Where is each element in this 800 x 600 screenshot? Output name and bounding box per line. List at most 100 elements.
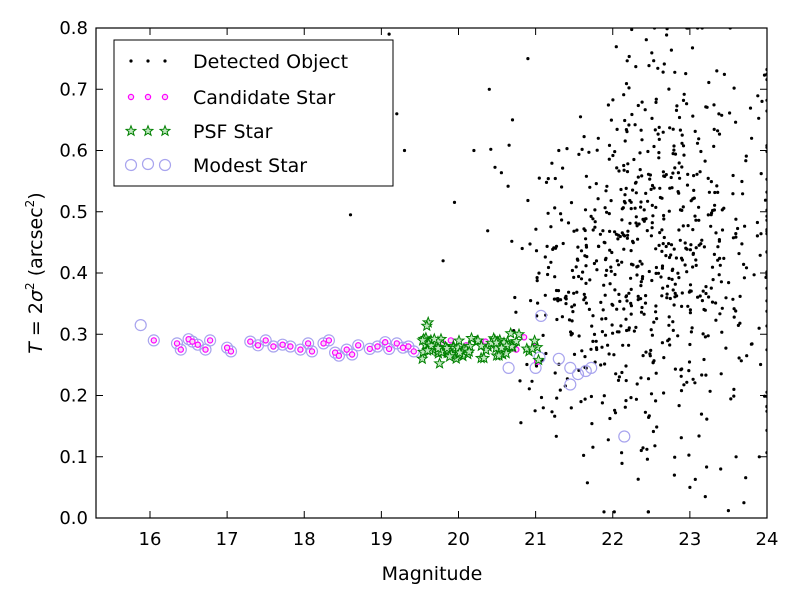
- detected-object-point: [546, 177, 550, 181]
- detected-object-point: [673, 291, 677, 295]
- detected-object-point: [566, 221, 571, 225]
- detected-object-point: [738, 321, 742, 325]
- detected-object-point: [634, 191, 638, 195]
- detected-object-point: [678, 208, 683, 212]
- detected-object-point: [666, 339, 670, 343]
- detected-object-point: [660, 228, 664, 232]
- detected-object-point: [510, 239, 514, 243]
- detected-object-point: [629, 200, 633, 204]
- detected-object-point: [759, 172, 763, 176]
- modest-star-point: [534, 309, 548, 322]
- detected-object-point: [734, 232, 738, 236]
- detected-object-point: [688, 311, 693, 315]
- modest-star-point: [305, 345, 319, 358]
- modest-star-point: [346, 348, 359, 361]
- psf-star-point: [510, 334, 523, 347]
- detected-object-point: [617, 169, 621, 173]
- detected-object-point: [588, 185, 592, 189]
- detected-object-point: [656, 271, 661, 275]
- detected-object-point: [685, 270, 689, 274]
- detected-object-point: [724, 296, 728, 300]
- detected-object-point: [589, 394, 594, 399]
- detected-object-point: [759, 232, 763, 236]
- detected-object-point: [627, 54, 631, 59]
- psf-star-point: [433, 356, 446, 369]
- detected-object-point: [654, 265, 659, 270]
- candidate-star-point: [410, 348, 417, 355]
- detected-object-point: [644, 350, 648, 354]
- x-tick-label: 21: [524, 529, 547, 550]
- detected-object-point: [607, 143, 612, 147]
- detected-object-point: [603, 293, 607, 297]
- detected-object-point: [596, 197, 600, 201]
- detected-object-point: [640, 138, 644, 142]
- legend-marker-psf-star: [141, 124, 155, 137]
- modest-star-point: [134, 319, 147, 332]
- detected-object-point: [687, 453, 691, 457]
- candidate-star-point: [382, 339, 389, 346]
- detected-object-point: [680, 165, 684, 169]
- detected-object-point: [631, 263, 635, 267]
- detected-object-point: [707, 295, 711, 299]
- detected-object-point: [688, 485, 692, 489]
- modest-star-point: [259, 334, 272, 347]
- detected-object-point: [594, 182, 598, 186]
- detected-object-point: [624, 364, 628, 368]
- detected-object-point: [613, 272, 617, 277]
- detected-object-point: [671, 320, 675, 324]
- x-tick-label: 19: [370, 529, 393, 550]
- x-tick-label: 16: [139, 529, 162, 550]
- candidate-star-point: [335, 352, 343, 359]
- detected-object-point: [672, 144, 676, 148]
- detected-object-point: [402, 148, 407, 153]
- detected-object-point: [625, 299, 629, 303]
- detected-object-point: [600, 345, 604, 349]
- detected-object-point: [677, 115, 682, 120]
- detected-object-point: [534, 364, 539, 368]
- detected-object-point: [715, 184, 719, 188]
- detected-object-point: [714, 318, 718, 322]
- detected-object-point: [634, 397, 639, 401]
- detected-object-point: [728, 111, 732, 115]
- detected-object-point: [602, 510, 606, 514]
- detected-object-point: [647, 64, 651, 68]
- detected-object-point: [584, 174, 589, 178]
- y-tick-label: 0.5: [59, 202, 88, 223]
- detected-object-point: [609, 269, 613, 273]
- detected-object-point: [603, 362, 607, 366]
- detected-object-point: [592, 261, 597, 266]
- psf-star-point: [528, 334, 541, 347]
- candidate-star-point: [320, 340, 327, 347]
- detected-object-point: [539, 395, 544, 400]
- detected-object-point: [510, 118, 515, 122]
- detected-object-point: [589, 347, 593, 351]
- detected-object-point: [606, 438, 610, 442]
- detected-object-point: [704, 373, 708, 377]
- detected-object-point: [757, 116, 761, 120]
- detected-object-point: [536, 301, 540, 305]
- detected-object-point: [680, 304, 684, 308]
- detected-object-point: [717, 112, 721, 116]
- detected-object-point: [646, 510, 651, 514]
- detected-object-point: [587, 150, 591, 154]
- detected-object-point: [608, 229, 612, 233]
- detected-object-point: [639, 376, 643, 380]
- detected-object-point: [691, 114, 695, 118]
- detected-object-point: [546, 265, 551, 270]
- detected-object-point: [348, 213, 353, 217]
- detected-object-point: [714, 301, 718, 305]
- detected-object-point: [570, 319, 574, 323]
- detected-object-point: [673, 455, 677, 459]
- detected-object-point: [587, 307, 592, 311]
- detected-object-point: [710, 265, 715, 269]
- detected-object-point: [537, 176, 541, 180]
- detected-object-point: [692, 188, 696, 192]
- detected-object-point: [704, 105, 708, 109]
- candidate-star-point: [177, 346, 184, 353]
- detected-object-point: [553, 275, 557, 279]
- detected-object-point: [695, 141, 700, 145]
- detected-object-point: [617, 330, 621, 334]
- detected-object-point: [677, 276, 681, 280]
- detected-object-point: [678, 238, 682, 242]
- detected-object-point: [689, 330, 694, 334]
